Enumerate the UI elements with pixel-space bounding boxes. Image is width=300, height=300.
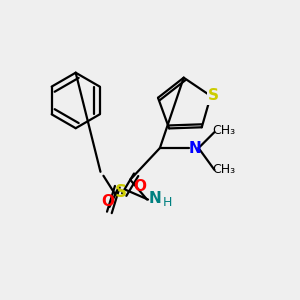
- Text: CH₃: CH₃: [213, 163, 236, 176]
- Text: H: H: [163, 196, 172, 209]
- Text: S: S: [208, 88, 219, 104]
- Text: O: O: [134, 179, 147, 194]
- Text: N: N: [188, 140, 201, 155]
- Text: S: S: [114, 183, 126, 201]
- Text: O: O: [101, 194, 114, 209]
- Text: CH₃: CH₃: [213, 124, 236, 137]
- Text: N: N: [148, 191, 161, 206]
